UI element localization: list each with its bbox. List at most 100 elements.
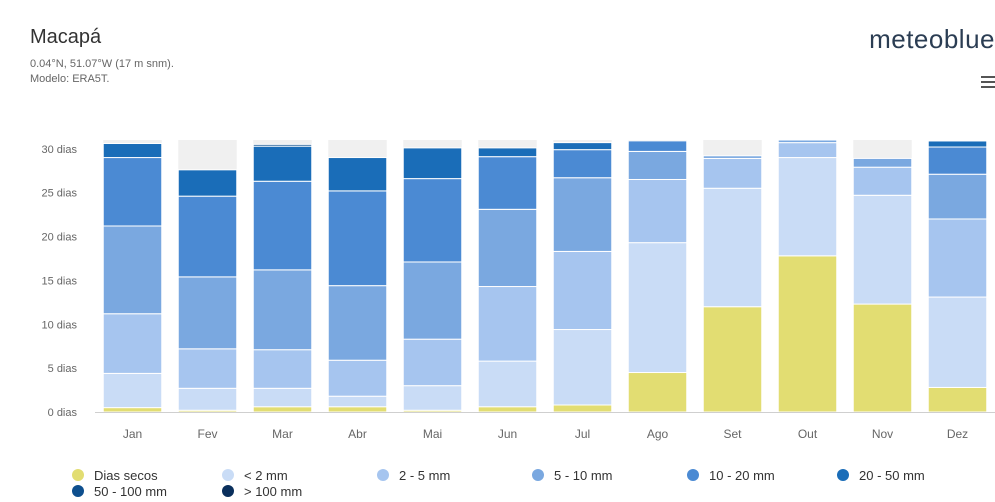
bar-segment (252, 180, 313, 271)
bar-segment (252, 145, 313, 182)
legend-swatch (687, 469, 699, 481)
bar-segment (402, 261, 463, 340)
bar-segment (177, 387, 238, 411)
legend-swatch (72, 469, 84, 481)
bar-segment (477, 406, 538, 413)
bar-segment (552, 250, 613, 331)
bar-segment (552, 149, 613, 179)
bar-segment (777, 139, 838, 144)
bar-segment (327, 406, 388, 413)
location-details: 0.04°N, 51.07°W (17 m snm). Modelo: ERA5… (30, 57, 174, 87)
bar-segment (477, 147, 538, 158)
legend-item[interactable]: > 100 mm (222, 484, 302, 500)
bar-segment (627, 372, 688, 413)
legend-item[interactable]: 2 - 5 mm (377, 468, 450, 484)
legend-item[interactable]: 10 - 20 mm (687, 468, 775, 484)
legend-swatch (222, 469, 234, 481)
x-tick-label: Jan (123, 427, 142, 441)
x-tick-label: Jun (498, 427, 517, 441)
legend-swatch (222, 485, 234, 497)
legend-item[interactable]: < 2 mm (222, 468, 288, 484)
legend-item[interactable]: 50 - 100 mm (72, 484, 167, 500)
bar-segment (477, 208, 538, 288)
meteoblue-logo[interactable]: meteoblue (869, 24, 995, 54)
bar-segment (702, 157, 763, 189)
menu-icon[interactable] (981, 76, 995, 90)
bar-segment (402, 147, 463, 180)
bar-segment (327, 359, 388, 397)
legend-label: < 2 mm (244, 468, 288, 483)
legend-label: > 100 mm (244, 484, 303, 499)
bar-segment (102, 313, 163, 374)
bar-segment (252, 269, 313, 351)
x-tick-label: Ago (647, 427, 669, 441)
x-tick-label: Set (723, 427, 742, 441)
bar-segment (702, 155, 763, 159)
bar-segment (627, 178, 688, 244)
bar-segment (252, 387, 313, 408)
x-tick-label: Mai (423, 427, 442, 441)
legend-swatch (837, 469, 849, 481)
bar-segment (177, 276, 238, 350)
bar-segment (402, 385, 463, 411)
bar-segment (477, 156, 538, 210)
bar-segment (552, 329, 613, 406)
x-tick-label: Out (798, 427, 818, 441)
y-tick-label: 25 dias (42, 188, 78, 200)
bar-segment (927, 146, 988, 175)
x-tick-label: Nov (872, 427, 893, 441)
y-tick-label: 20 dias (42, 232, 78, 244)
bar-segment (552, 142, 613, 151)
bar-segment (102, 143, 163, 159)
location-title: Macapá (30, 26, 102, 48)
bar-segment (402, 178, 463, 263)
precipitation-days-chart: 0 dias 5 dias 10 dias 15 dias 20 dias 25 dias… (42, 139, 995, 441)
bar-segment (702, 187, 763, 308)
bar-segment (177, 348, 238, 389)
bar-segment (927, 296, 988, 388)
bar-segment (327, 285, 388, 361)
legend-item[interactable]: Dias secos (72, 468, 158, 484)
model-text: Modelo: ERA5T. (30, 73, 110, 85)
bar-segment (177, 169, 238, 197)
legend-item[interactable]: 20 - 50 mm (837, 468, 925, 484)
legend-label: 2 - 5 mm (399, 468, 451, 483)
bar-segment (927, 139, 988, 142)
legend-label: 50 - 100 mm (94, 484, 167, 499)
y-tick-label: 0 dias (48, 407, 78, 419)
legend-label: 5 - 10 mm (554, 468, 613, 483)
bar-segment (927, 218, 988, 298)
bar-segment (852, 157, 913, 168)
bar-segment (552, 404, 613, 413)
bar-segment (702, 306, 763, 413)
bar-segment (477, 286, 538, 362)
bar-segment (102, 225, 163, 315)
legend-swatch (532, 469, 544, 481)
legend-label: 10 - 20 mm (709, 468, 775, 483)
legend-swatch (72, 485, 84, 497)
bar-segment (927, 140, 988, 148)
bar-segment (927, 173, 988, 220)
y-tick-label: 30 dias (42, 144, 78, 156)
coordinates-text: 0.04°N, 51.07°W (17 m snm). (30, 58, 174, 70)
bar-segment (102, 407, 163, 413)
x-tick-label: Mar (272, 427, 293, 441)
bar-segment (402, 338, 463, 387)
bar-segment (252, 406, 313, 413)
bar-segment (552, 177, 613, 252)
x-tick-label: Jul (575, 427, 590, 441)
bar-segment (777, 255, 838, 413)
bar-segment (627, 150, 688, 180)
bar-segment (627, 242, 688, 374)
y-tick-label: 10 dias (42, 319, 78, 331)
bar-segment (252, 349, 313, 389)
bar-segment (327, 157, 388, 192)
y-tick-label: 5 dias (48, 363, 78, 375)
legend-swatch (377, 469, 389, 481)
bar-segment (627, 140, 688, 152)
bar-segment (102, 372, 163, 409)
bar-segment (852, 166, 913, 196)
bar-segment (927, 386, 988, 413)
legend-item[interactable]: 5 - 10 mm (532, 468, 613, 484)
bar-segment (852, 303, 913, 413)
